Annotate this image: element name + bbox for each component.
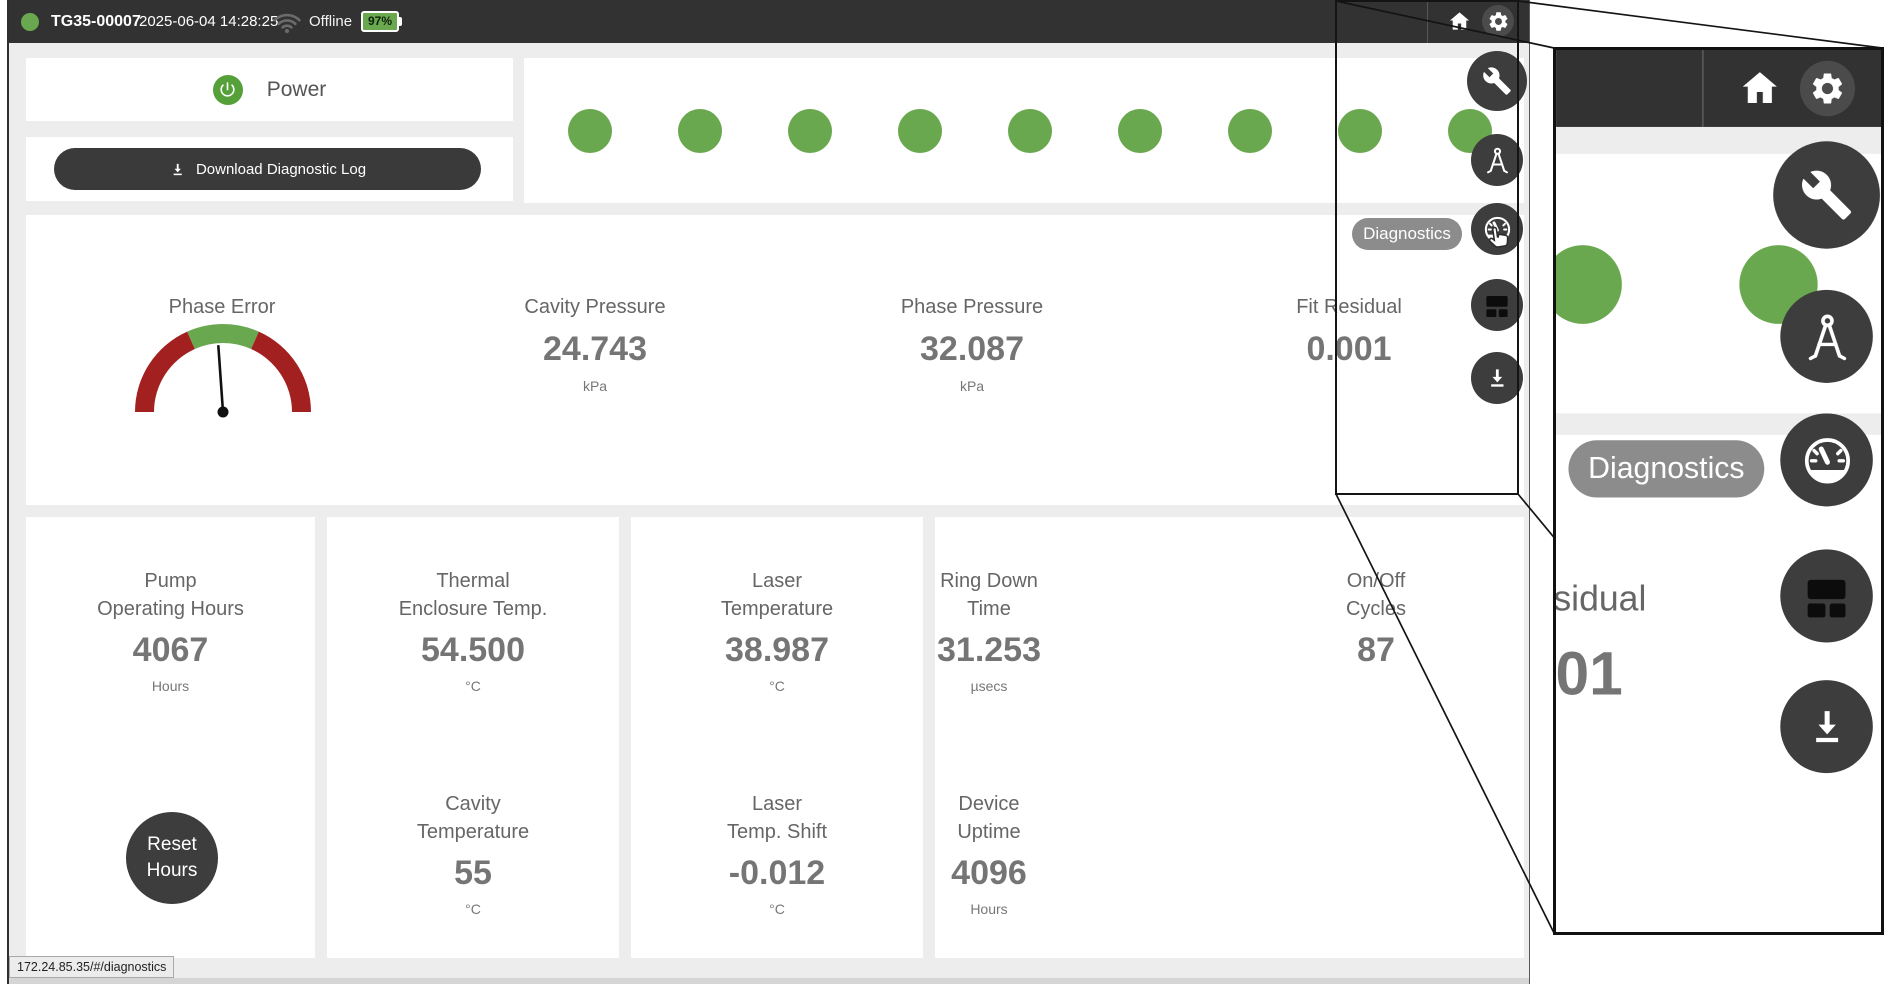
download-icon [1491,369,1504,387]
connection-status-dot [21,13,39,31]
status-dot [898,109,942,153]
laser-card: Laser Temperature 38.987 °C Laser Temp. … [631,517,923,958]
status-dot [1228,109,1272,153]
sidebar-wrench-button[interactable] [1467,51,1527,111]
app-window: TG35-00007 2025-06-04 14:28:25 Offline 9… [7,0,1530,984]
clipped-fit-residual-value: 0.001 [1555,640,1623,709]
magnified-wrench-button [1773,141,1880,249]
gauge-icon [1799,432,1854,487]
gear-icon [1812,73,1842,104]
home-button[interactable] [1443,5,1475,37]
sidebar-layout-button[interactable] [1471,279,1523,331]
gauge-panel: Phase Error Cavity Pressure 24.743 kPa P… [26,215,1524,505]
magnified-layout-button [1780,549,1873,643]
magnified-diagnostics-button [1780,413,1873,507]
url-status-chip: 172.24.85.35/#/diagnostics [9,956,175,978]
status-dot [678,109,722,153]
magnified-top-bar [1556,50,1881,127]
compass-icon [1486,147,1508,173]
ringdown-card: Ring Down Time 31.253 µsecs Device Uptim… [935,517,1524,958]
layout-icon [1486,296,1508,317]
magnified-compass-button [1780,289,1873,383]
clipped-fit-residual-label: Fit Residual [1553,579,1647,620]
thermal-card: Thermal Enclosure Temp. 54.500 °C Cavity… [327,517,619,958]
settings-button[interactable] [1482,5,1514,37]
download-icon [173,163,182,175]
datetime-label: 2025-06-04 14:28:25 [139,13,279,30]
status-dot [1338,109,1382,153]
download-diagnostic-log-label: Download Diagnostic Log [195,160,367,178]
battery-indicator: 97% [361,11,402,32]
download-log-card: Download Diagnostic Log [26,137,513,201]
magnified-diagnostics-tooltip: Diagnostics [1568,440,1765,498]
connection-status-label: Offline [309,13,353,30]
ringdown-column: Ring Down Time 31.253 µsecs Device Uptim… [937,570,1041,917]
home-icon [1449,11,1469,30]
power-button[interactable]: Power [26,58,513,121]
status-dot [1008,109,1052,153]
wifi-icon [273,13,301,34]
cursor-hand-icon [1487,225,1510,249]
magnified-stage: Fit Residual 0.001 Diagnostics [1553,50,1881,932]
status-dot [568,109,612,153]
phase-error-label: Phase Error [168,296,276,318]
power-card: Power [26,58,513,121]
bottom-edge-strip [9,978,1529,984]
status-dot [1118,109,1162,153]
wrench-icon [1483,67,1511,95]
diagnostics-tooltip: Diagnostics [1352,218,1462,250]
power-icon [212,74,243,105]
sidebar-download-button[interactable] [1471,352,1523,404]
status-dot [1556,245,1622,324]
gauge-needle [217,345,225,413]
reset-hours-button[interactable]: Reset Hours [126,812,218,904]
download-icon [1816,711,1839,743]
layout-icon [1807,579,1846,618]
pump-card: Pump Operating Hours 4067 Hours Reset Ho… [26,517,315,958]
gear-icon [1489,11,1507,31]
sidebar-compass-button[interactable] [1471,134,1523,186]
status-dot [788,109,832,153]
magnified-download-button [1780,680,1873,774]
cycles-column: On/Off Cycles 87 [1345,570,1406,669]
compass-icon [1807,313,1846,360]
home-icon [1742,72,1777,104]
top-bar: TG35-00007 2025-06-04 14:28:25 Offline 9… [9,0,1529,43]
phase-error-gauge [135,323,311,418]
power-label: Power [266,77,327,101]
topbar-divider [1427,0,1428,43]
status-dots-panel [524,58,1524,203]
wrench-icon [1801,170,1852,220]
device-id: TG35-00007 [51,13,141,30]
download-diagnostic-log-button[interactable]: Download Diagnostic Log [54,148,481,190]
magnifier-callout: Fit Residual 0.001 Diagnostics [1553,47,1884,935]
